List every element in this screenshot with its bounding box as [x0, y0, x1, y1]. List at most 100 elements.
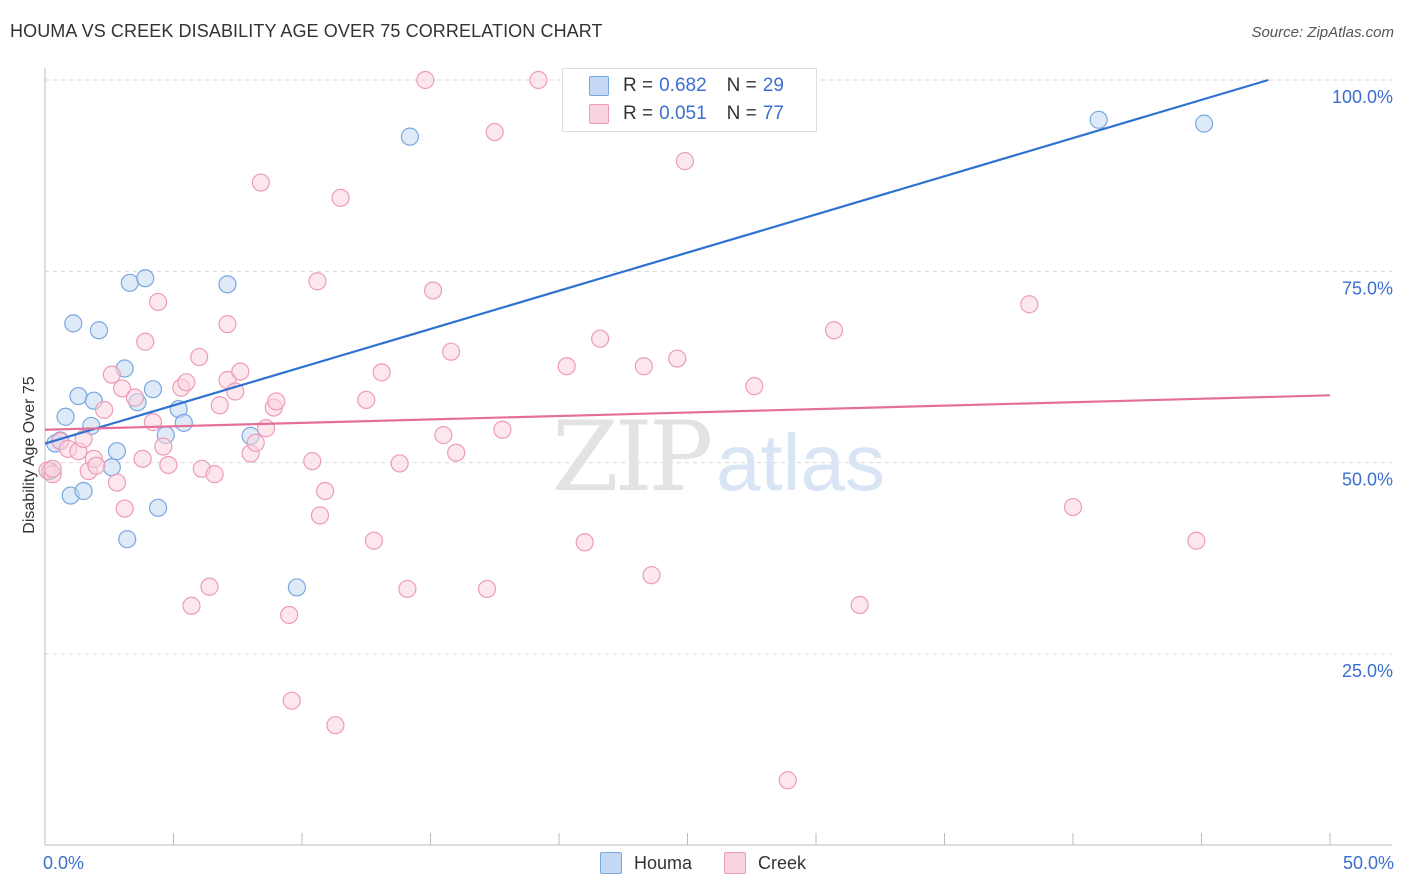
creek-point — [529, 70, 548, 90]
legend-houma-swatch — [599, 852, 622, 874]
creek-point — [675, 152, 695, 171]
creek-point — [256, 419, 276, 438]
creek-point — [485, 122, 504, 142]
houma-trend-line — [44, 78, 1269, 445]
houma-point — [120, 273, 139, 292]
houma-point — [1194, 114, 1214, 133]
houma-point — [118, 530, 137, 549]
series-legend: Houma Creek — [0, 852, 1406, 874]
houma-point — [174, 413, 193, 432]
houma-point — [89, 321, 109, 340]
creek-point — [357, 390, 376, 410]
creek-point — [190, 347, 209, 367]
creek-point — [634, 357, 653, 376]
houma-point — [107, 442, 127, 461]
y-tick-label: 25.0% — [1342, 661, 1393, 681]
creek-r-value: 0.051 — [659, 103, 707, 124]
creek-point — [441, 342, 461, 361]
houma-point — [1089, 110, 1108, 129]
y-tick-label: 100.0% — [1332, 87, 1393, 107]
creek-point — [74, 429, 93, 449]
creek-swatch — [589, 104, 609, 124]
creek-point — [1020, 295, 1039, 314]
creek-point — [200, 577, 219, 596]
houma-point — [218, 275, 237, 294]
creek-point — [95, 400, 114, 419]
creek-point — [136, 332, 155, 351]
houma-point — [148, 498, 168, 517]
y-tick-label: 75.0% — [1342, 278, 1393, 298]
creek-point — [177, 373, 196, 392]
creek-n-label: N = — [726, 103, 757, 124]
stats-legend: R = 0.682 N = 29 R = 0.051 N = 77 — [562, 68, 817, 132]
watermark-atlas: atlas — [716, 418, 885, 507]
creek-point — [310, 506, 330, 525]
legend-row-creek: R = 0.051 N = 77 — [589, 101, 784, 127]
creek-point — [133, 449, 152, 468]
creek-point — [182, 596, 201, 615]
legend-item-creek: Creek — [724, 852, 806, 874]
creek-point — [575, 533, 594, 552]
creek-point — [390, 454, 409, 473]
creek-point — [87, 456, 106, 475]
creek-point — [205, 465, 224, 484]
creek-point — [154, 437, 173, 456]
houma-r-value: 0.682 — [659, 75, 707, 96]
creek-point — [1187, 531, 1206, 550]
creek-point — [493, 420, 512, 439]
chart-title: HOUMA VS CREEK DISABILITY AGE OVER 75 CO… — [10, 21, 603, 41]
creek-point — [398, 579, 417, 599]
houma-point — [102, 458, 121, 477]
creek-point — [668, 349, 687, 368]
creek-point — [778, 771, 797, 790]
chart-source: Source: ZipAtlas.com — [1251, 24, 1394, 41]
creek-point — [218, 315, 237, 334]
creek-point — [231, 362, 250, 381]
houma-n-label: N = — [726, 75, 757, 96]
houma-point — [64, 314, 83, 333]
creek-point — [447, 443, 466, 462]
x-tick-label: 0.0% — [43, 853, 84, 873]
creek-point — [107, 473, 127, 492]
creek-point — [557, 357, 576, 376]
houma-point — [143, 380, 163, 399]
houma-point — [136, 269, 155, 288]
creek-point — [316, 481, 335, 501]
houma-point — [287, 578, 306, 597]
creek-point — [434, 426, 453, 445]
creek-point — [745, 377, 764, 396]
creek-point — [282, 691, 301, 710]
creek-point — [423, 281, 443, 300]
creek-point — [591, 329, 610, 348]
houma-n-value: 29 — [762, 75, 784, 96]
creek-point — [125, 388, 145, 407]
creek-trend-line — [44, 394, 1331, 431]
houma-point — [56, 407, 75, 426]
watermark-zip: ZIP — [552, 401, 711, 513]
legend-houma-label: Houma — [633, 852, 692, 873]
creek-point — [112, 379, 132, 398]
creek-point — [364, 531, 384, 550]
houma-point — [400, 127, 420, 146]
creek-point — [43, 459, 62, 478]
creek-point — [477, 579, 497, 599]
creek-point — [303, 452, 322, 471]
houma-point — [69, 386, 88, 406]
creek-point — [148, 292, 168, 312]
creek-point — [115, 499, 134, 518]
creek-r-label: R = — [623, 103, 654, 124]
y-tick-label: 50.0% — [1342, 470, 1393, 490]
x-tick-label: 50.0% — [1343, 853, 1394, 873]
creek-point — [1063, 497, 1083, 517]
creek-point — [372, 363, 391, 382]
creek-point — [326, 716, 345, 735]
creek-n-value: 77 — [762, 103, 784, 124]
creek-point — [159, 455, 178, 475]
creek-point — [416, 70, 435, 90]
creek-point — [102, 365, 121, 384]
creek-point — [251, 173, 270, 192]
houma-r-label: R = — [623, 75, 654, 96]
creek-point — [824, 321, 844, 340]
creek-point — [246, 433, 265, 452]
